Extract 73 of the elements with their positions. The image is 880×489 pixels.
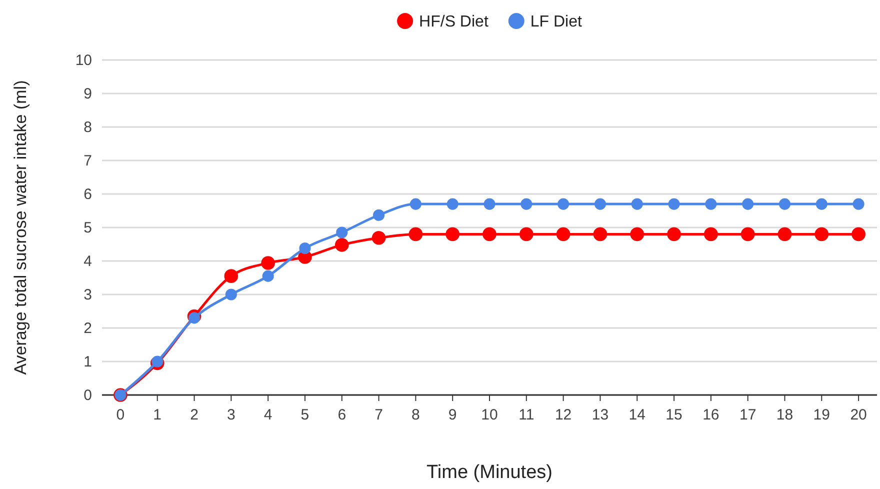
point xyxy=(373,209,385,221)
y-tick-label: 3 xyxy=(84,286,92,304)
x-tick-label: 15 xyxy=(666,406,682,424)
y-tick-label: 10 xyxy=(75,52,92,69)
point xyxy=(334,238,349,252)
point xyxy=(520,198,532,210)
point xyxy=(742,198,754,210)
point xyxy=(152,356,164,368)
point xyxy=(778,227,792,242)
x-axis-title: Time (Minutes) xyxy=(426,462,552,483)
y-tick-label: 1 xyxy=(84,353,92,370)
point xyxy=(631,198,643,210)
x-tick-label: 18 xyxy=(776,406,794,424)
x-tick-label: 16 xyxy=(702,406,720,424)
x-tick-label: 3 xyxy=(226,406,236,424)
x-tick-label: 0 xyxy=(116,406,125,424)
y-tick-label: 6 xyxy=(84,186,92,203)
x-tick-label: 8 xyxy=(412,406,420,424)
x-tick-label: 9 xyxy=(448,406,457,424)
point xyxy=(778,198,791,210)
point xyxy=(705,198,717,210)
point xyxy=(446,227,460,242)
y-tick-label: 4 xyxy=(84,252,92,270)
point xyxy=(225,288,237,300)
x-tick-label: 14 xyxy=(628,406,646,424)
x-tick-label: 10 xyxy=(481,406,498,424)
y-tick-label: 8 xyxy=(84,118,92,136)
point xyxy=(814,227,829,242)
y-tick-label: 5 xyxy=(84,219,92,236)
x-tick-label: 4 xyxy=(264,406,272,424)
x-tick-label: 6 xyxy=(338,406,346,424)
point xyxy=(482,227,496,242)
point xyxy=(593,227,608,242)
x-tick-label: 13 xyxy=(592,406,609,424)
point xyxy=(446,198,458,210)
point xyxy=(224,269,238,283)
point xyxy=(816,198,828,210)
legend-label: LF Diet xyxy=(530,14,583,30)
x-tick-label: 11 xyxy=(518,406,534,424)
y-tick-label: 9 xyxy=(84,85,92,102)
x-tick-label: 20 xyxy=(850,406,867,424)
point xyxy=(262,270,274,282)
point xyxy=(852,227,866,242)
y-tick-label: 0 xyxy=(84,386,92,404)
point xyxy=(372,230,386,245)
point xyxy=(519,227,534,242)
point xyxy=(558,198,570,210)
point xyxy=(630,227,644,242)
y-axis-title: Average total sucrose water intake (ml) xyxy=(11,80,30,375)
point xyxy=(261,256,275,270)
point xyxy=(410,198,422,210)
point xyxy=(740,227,755,242)
point xyxy=(852,198,864,210)
x-tick-label: 7 xyxy=(374,406,383,424)
x-tick-label: 17 xyxy=(739,406,756,424)
point xyxy=(668,198,680,210)
point xyxy=(484,198,496,210)
point xyxy=(299,242,311,254)
x-tick-label: 12 xyxy=(554,406,572,424)
x-tick-label: 2 xyxy=(190,406,198,424)
y-tick-label: 2 xyxy=(84,320,92,337)
point xyxy=(704,227,718,242)
legend-label: HF/S Diet xyxy=(419,14,489,30)
point xyxy=(667,227,681,242)
x-tick-label: 19 xyxy=(813,406,830,424)
y-tick-label: 7 xyxy=(84,152,92,170)
point xyxy=(336,226,348,238)
point xyxy=(556,227,570,242)
point xyxy=(188,312,200,324)
point xyxy=(594,198,606,210)
x-tick-label: 5 xyxy=(300,406,310,424)
x-tick-label: 1 xyxy=(153,406,162,424)
point xyxy=(408,227,423,242)
